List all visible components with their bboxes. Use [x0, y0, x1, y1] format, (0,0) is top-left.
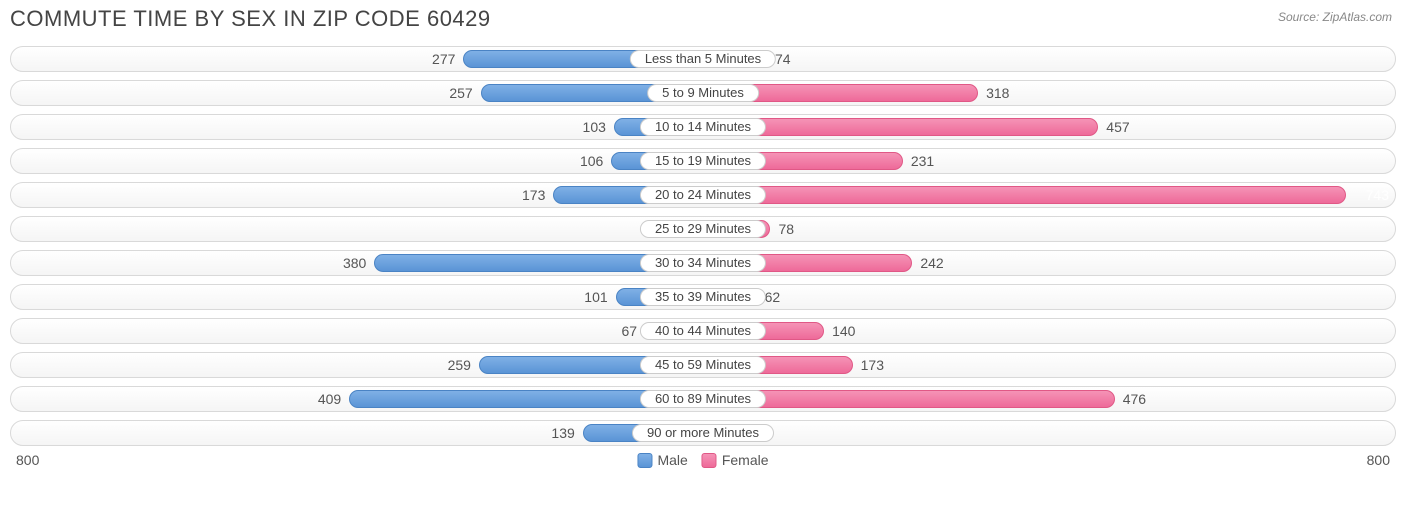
female-value: 173 [861, 353, 884, 379]
legend-item-male: Male [637, 452, 687, 468]
female-value: 318 [986, 81, 1009, 107]
axis-max-left: 800 [16, 452, 39, 468]
category-label: 25 to 29 Minutes [640, 220, 766, 238]
female-value: 457 [1106, 115, 1129, 141]
category-label: 30 to 34 Minutes [640, 254, 766, 272]
male-half: 380 [11, 251, 703, 275]
category-label: 45 to 59 Minutes [640, 356, 766, 374]
chart-row: 173 743 20 to 24 Minutes [10, 182, 1396, 208]
chart-row: 33 78 25 to 29 Minutes [10, 216, 1396, 242]
female-half: 242 [703, 251, 1395, 275]
legend-item-female: Female [702, 452, 769, 468]
legend-label-male: Male [657, 452, 687, 468]
female-value: 62 [765, 285, 781, 311]
female-half: 74 [703, 47, 1395, 71]
female-value: 78 [778, 217, 794, 243]
category-label: 35 to 39 Minutes [640, 288, 766, 306]
male-half: 257 [11, 81, 703, 105]
chart-row: 101 6235 to 39 Minutes [10, 284, 1396, 310]
male-half: 101 [11, 285, 703, 309]
category-label: 20 to 24 Minutes [640, 186, 766, 204]
male-value: 106 [580, 149, 603, 175]
chart-row: 139 3990 or more Minutes [10, 420, 1396, 446]
male-half: 103 [11, 115, 703, 139]
male-half: 106 [11, 149, 703, 173]
female-half: 39 [703, 421, 1395, 445]
category-label: Less than 5 Minutes [630, 50, 776, 68]
male-half: 409 [11, 387, 703, 411]
source-attribution: Source: ZipAtlas.com [1278, 6, 1396, 24]
header: Commute Time By Sex in Zip Code 60429 So… [10, 6, 1396, 46]
legend: Male Female [637, 452, 768, 468]
female-value: 242 [920, 251, 943, 277]
male-value: 173 [522, 183, 545, 209]
female-value: 231 [911, 149, 934, 175]
category-label: 40 to 44 Minutes [640, 322, 766, 340]
female-value: 74 [775, 47, 791, 73]
category-label: 10 to 14 Minutes [640, 118, 766, 136]
female-half: 62 [703, 285, 1395, 309]
category-label: 60 to 89 Minutes [640, 390, 766, 408]
male-value: 67 [621, 319, 637, 345]
axis-max-right: 800 [1367, 452, 1390, 468]
male-value: 259 [448, 353, 471, 379]
female-half: 476 [703, 387, 1395, 411]
male-half: 277 [11, 47, 703, 71]
male-half: 259 [11, 353, 703, 377]
male-half: 33 [11, 217, 703, 241]
male-value: 277 [432, 47, 455, 73]
female-value: 743 [1366, 183, 1389, 209]
male-value: 257 [449, 81, 472, 107]
chart-row: 259 173 45 to 59 Minutes [10, 352, 1396, 378]
female-half: 318 [703, 81, 1395, 105]
chart-row: 409 476 60 to 89 Minutes [10, 386, 1396, 412]
female-half: 173 [703, 353, 1395, 377]
chart-footer: 800 Male Female 800 [10, 452, 1396, 480]
female-half: 743 [703, 183, 1395, 207]
chart-row: 380 242 30 to 34 Minutes [10, 250, 1396, 276]
chart-container: Commute Time By Sex in Zip Code 60429 So… [0, 0, 1406, 480]
male-half: 173 [11, 183, 703, 207]
male-value: 139 [551, 421, 574, 447]
female-half: 78 [703, 217, 1395, 241]
male-half: 67 [11, 319, 703, 343]
legend-label-female: Female [722, 452, 769, 468]
category-label: 90 or more Minutes [632, 424, 774, 442]
male-half: 139 [11, 421, 703, 445]
female-value: 476 [1123, 387, 1146, 413]
male-value: 380 [343, 251, 366, 277]
male-value: 103 [583, 115, 606, 141]
chart-row: 257 318 5 to 9 Minutes [10, 80, 1396, 106]
category-label: 5 to 9 Minutes [647, 84, 759, 102]
chart-row: 277 74Less than 5 Minutes [10, 46, 1396, 72]
male-value: 409 [318, 387, 341, 413]
chart-row: 67 140 40 to 44 Minutes [10, 318, 1396, 344]
male-value: 101 [584, 285, 607, 311]
chart-row: 106 231 15 to 19 Minutes [10, 148, 1396, 174]
chart-title: Commute Time By Sex in Zip Code 60429 [10, 6, 491, 32]
female-half: 231 [703, 149, 1395, 173]
chart-body: 277 74Less than 5 Minutes 257 318 5 to 9 Min… [10, 46, 1396, 446]
female-bar [703, 186, 1346, 204]
female-half: 140 [703, 319, 1395, 343]
legend-swatch-male [637, 453, 652, 468]
female-half: 457 [703, 115, 1395, 139]
legend-swatch-female [702, 453, 717, 468]
chart-row: 103 457 10 to 14 Minutes [10, 114, 1396, 140]
female-value: 140 [832, 319, 855, 345]
category-label: 15 to 19 Minutes [640, 152, 766, 170]
